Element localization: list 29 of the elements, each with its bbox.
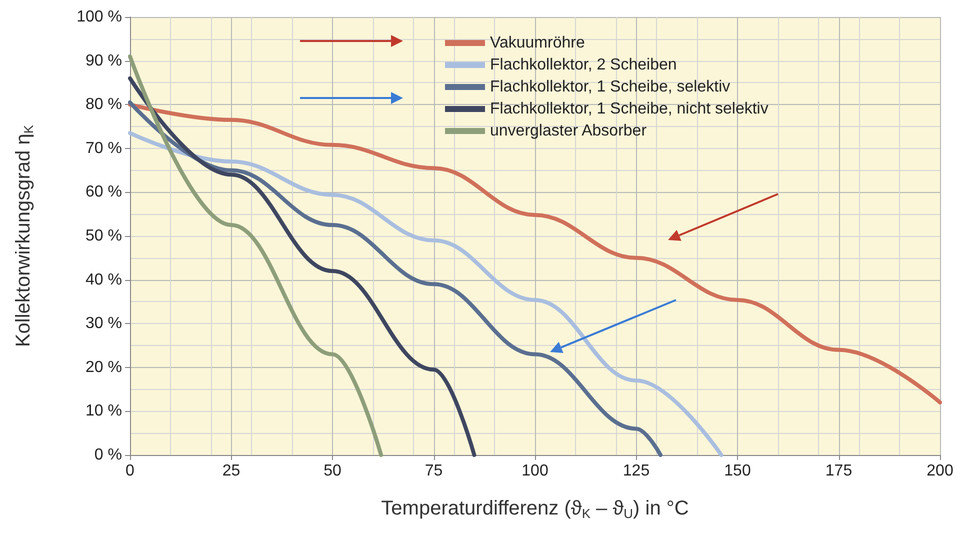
x-tick-label: 150 — [724, 462, 751, 480]
y-tick-label: 70 % — [86, 140, 122, 157]
y-tick-label: 80 % — [86, 96, 122, 114]
y-tick-label: 20 % — [86, 358, 122, 376]
y-tick-label: 10 % — [86, 402, 122, 420]
legend-label: Flachkollektor, 1 Scheibe, selektiv — [490, 78, 730, 96]
y-tick-label: 90 % — [86, 52, 122, 70]
x-tick-label: 25 — [222, 462, 240, 480]
x-tick-label: 200 — [926, 462, 954, 480]
y-tick-label: 60 % — [86, 184, 122, 201]
y-tick-label: 100 % — [76, 8, 122, 26]
legend-label: Vakuumröhre — [490, 34, 585, 52]
x-tick-label: 75 — [424, 462, 443, 480]
x-tick-label: 100 — [522, 462, 548, 480]
line-series — [128, 76, 476, 457]
y-tick-label: 40 % — [86, 271, 122, 288]
line-series — [128, 54, 384, 457]
y-tick-label: 30 % — [86, 315, 122, 332]
y-tick-label: 0 % — [94, 446, 122, 464]
y-tick-label: 50 % — [86, 228, 122, 244]
line-series — [128, 102, 942, 404]
x-tick-label: 50 — [324, 462, 342, 480]
x-tick-label: 0 — [126, 462, 135, 480]
legend-label: unverglaster Absorber — [490, 122, 648, 140]
x-tick-label: 125 — [622, 462, 650, 480]
x-tick-label: 175 — [825, 462, 852, 480]
legend-label: Flachkollektor, 1 Scheibe, nicht selektiv — [490, 100, 768, 118]
y-axis-title: Kollektorwirkungsgrad ηK — [12, 124, 36, 348]
legend-label: Flachkollektor, 2 Scheiben — [490, 56, 677, 74]
